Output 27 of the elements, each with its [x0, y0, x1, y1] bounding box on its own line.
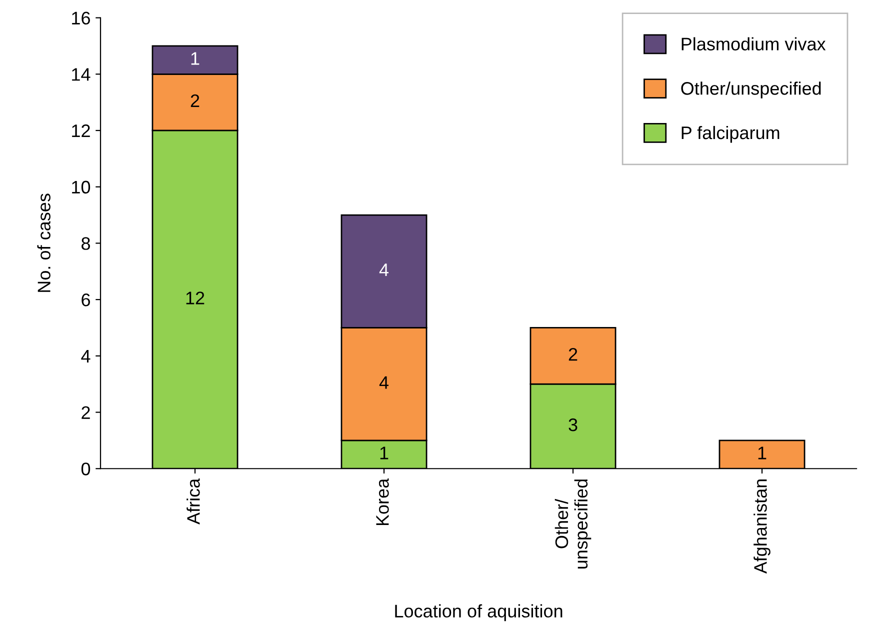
- data-label: 12: [186, 292, 204, 304]
- y-tick-label: 8: [82, 237, 90, 250]
- x-tick-label: Afghanistan: [754, 480, 770, 574]
- legend-label: Other/unspecified: [681, 82, 821, 98]
- data-label: 4: [379, 264, 389, 276]
- data-label: 1: [758, 446, 766, 460]
- x-tick-label: Korea: [376, 478, 389, 526]
- data-label: 2: [568, 348, 578, 361]
- y-tick-label: 6: [82, 293, 90, 306]
- legend-label: Plasmodium vivax: [682, 37, 826, 50]
- x-tick-label: Africa: [186, 478, 200, 524]
- data-label: 3: [568, 418, 578, 432]
- y-tick-label: 14: [72, 68, 90, 81]
- y-tick-label: 2: [82, 406, 90, 419]
- data-label: 4: [379, 376, 389, 389]
- x-axis-title: Location of aquisition: [395, 604, 562, 622]
- y-tick-label: 0: [81, 462, 90, 476]
- y-tick-label: 12: [72, 124, 90, 138]
- y-tick-label: 10: [72, 180, 90, 194]
- y-axis-title: No. of cases: [37, 194, 50, 292]
- y-tick-label: 16: [72, 12, 90, 24]
- data-label: 2: [190, 94, 200, 107]
- y-tick-label: 4: [81, 350, 90, 362]
- x-tick-label: Other/ unspecified: [554, 480, 592, 569]
- legend-label: P falciparum: [682, 126, 780, 143]
- data-label: 1: [191, 52, 200, 65]
- data-label: 1: [380, 446, 388, 460]
